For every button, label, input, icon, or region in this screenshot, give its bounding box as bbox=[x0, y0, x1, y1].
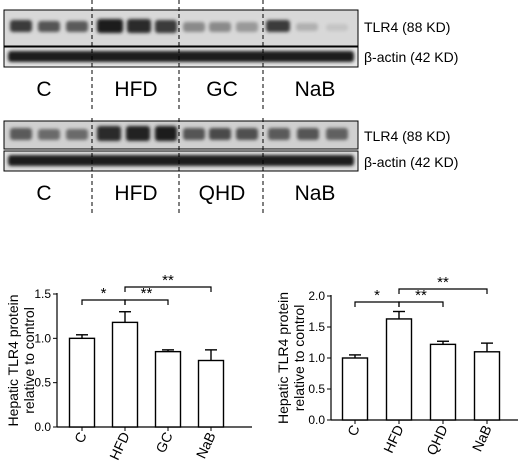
x-tick-label: GC bbox=[152, 430, 175, 456]
y-tick-label: 0.5 bbox=[308, 382, 325, 396]
blot-panel-2: TLR4 (88 KD) β-actin (42 KD) C HFD QHD N… bbox=[3, 118, 458, 214]
blot-1-group-dividers bbox=[91, 0, 264, 112]
x-tick-label: QHD bbox=[423, 423, 451, 458]
significance-label: ** bbox=[162, 272, 174, 289]
bar bbox=[385, 318, 413, 421]
blot-2-row-label-tlr4: TLR4 (88 KD) bbox=[364, 128, 450, 144]
bar bbox=[154, 350, 182, 428]
blot-2-tlr4-bands bbox=[10, 126, 348, 141]
significance-label: ** bbox=[415, 287, 427, 304]
significance-label: ** bbox=[141, 285, 153, 302]
bar bbox=[341, 357, 369, 421]
y-tick-label: 1.0 bbox=[34, 331, 51, 345]
x-tick-label: NaB bbox=[469, 423, 495, 454]
blot-1-tlr4-bands bbox=[10, 19, 348, 33]
y-tick-label: 2.0 bbox=[308, 289, 325, 303]
x-tick-label: C bbox=[344, 423, 363, 439]
significance-bracket bbox=[398, 288, 488, 294]
y-tick-label: 1.0 bbox=[308, 351, 325, 365]
significance-label: ** bbox=[437, 274, 449, 291]
y-tick-label: 0.0 bbox=[34, 420, 51, 434]
y-tick-label: 0.5 bbox=[34, 376, 51, 390]
y-tick-label: 0.0 bbox=[308, 413, 325, 427]
blot-2-actin-bands bbox=[8, 155, 354, 166]
bar bbox=[111, 321, 139, 428]
bar bbox=[473, 351, 501, 421]
y-axis-label: Hepatic TLR4 proteinrelative to control bbox=[5, 294, 37, 426]
significance-bracket bbox=[124, 299, 169, 305]
blot-2-group-nab: NaB bbox=[295, 182, 336, 205]
blot-2-row-label-actin: β-actin (42 KD) bbox=[364, 154, 458, 170]
significance-bracket bbox=[124, 286, 212, 292]
blot-1-group-gc: GC bbox=[206, 78, 238, 101]
blot-2-group-dividers bbox=[91, 118, 264, 214]
x-tick-label: C bbox=[71, 430, 90, 446]
blot-panel-1: TLR4 (88 KD) β-actin (42 KD) C HFD GC Na… bbox=[3, 0, 458, 112]
blot-2-group-qhd: QHD bbox=[199, 182, 246, 205]
y-tick-label: 1.5 bbox=[308, 320, 325, 334]
bar bbox=[429, 343, 457, 421]
bar bbox=[197, 359, 225, 428]
significance-label: * bbox=[101, 285, 107, 302]
blot-1-group-hfd: HFD bbox=[114, 78, 157, 101]
blot-2-group-hfd: HFD bbox=[114, 182, 157, 205]
bar bbox=[68, 337, 96, 428]
blot-1-actin-bands bbox=[8, 51, 354, 62]
significance-bracket bbox=[398, 301, 444, 307]
significance-label: * bbox=[374, 287, 380, 304]
blot-2-group-c: C bbox=[36, 182, 51, 205]
y-axis-label: Hepatic TLR4 proteinrelative to control bbox=[275, 292, 307, 424]
blot-1-row-label-tlr4: TLR4 (88 KD) bbox=[364, 19, 450, 35]
x-tick-label: NaB bbox=[193, 430, 219, 461]
blot-1-group-c: C bbox=[36, 78, 51, 101]
x-tick-label: HFD bbox=[106, 430, 133, 463]
blot-1-group-nab: NaB bbox=[295, 78, 336, 101]
x-tick-label: HFD bbox=[380, 423, 407, 456]
blot-1-row-label-actin: β-actin (42 KD) bbox=[364, 49, 458, 65]
y-tick-label: 1.5 bbox=[34, 287, 51, 301]
